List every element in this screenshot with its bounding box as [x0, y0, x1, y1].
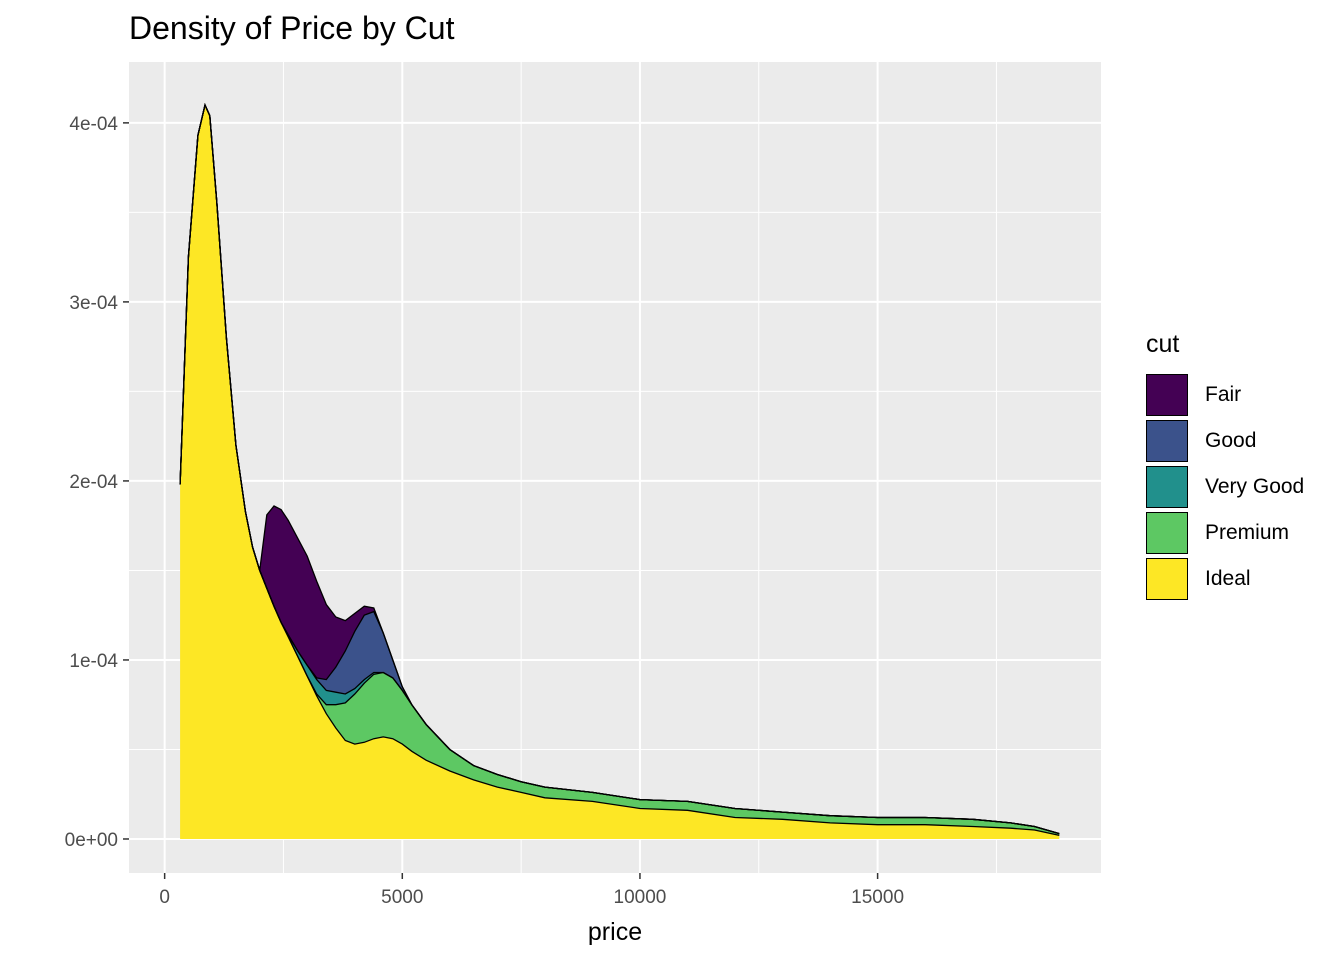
- y-tick-label: 1e-04: [69, 651, 118, 672]
- chart-title: Density of Price by Cut: [129, 10, 455, 46]
- legend-label: Fair: [1205, 383, 1242, 406]
- density-area-ideal: [180, 105, 1060, 839]
- y-axis: 0e+00 1e-04 2e-04 3e-04 4e-04: [65, 114, 129, 851]
- x-tick-label: 10000: [614, 887, 667, 908]
- legend-item-very-good: Very Good: [1146, 464, 1304, 510]
- legend-key: [1146, 420, 1188, 462]
- legend-key: [1146, 466, 1188, 508]
- legend-items: Fair Good Very Good Premium Ideal: [1146, 372, 1304, 602]
- legend-item-ideal: Ideal: [1146, 556, 1304, 602]
- legend-title: cut: [1146, 330, 1180, 358]
- x-tick-label: 0: [159, 887, 170, 908]
- legend-item-premium: Premium: [1146, 510, 1304, 556]
- x-tick-label: 15000: [851, 887, 904, 908]
- x-tick-label: 5000: [381, 887, 423, 908]
- x-axis: 0 5000 10000 15000: [159, 873, 904, 908]
- legend-item-fair: Fair: [1146, 372, 1304, 418]
- x-axis-title: price: [588, 918, 642, 946]
- legend-key: [1146, 558, 1188, 600]
- legend-key: [1146, 374, 1188, 416]
- density-areas: [179, 102, 1060, 839]
- y-tick-label: 4e-04: [69, 114, 118, 135]
- y-tick-label: 3e-04: [69, 293, 118, 314]
- y-tick-label: 2e-04: [69, 472, 118, 493]
- legend-key: [1146, 512, 1188, 554]
- density-outline-ideal: [179, 102, 1060, 837]
- legend: cut Fair Good Very Good Premium Ideal: [1146, 330, 1304, 602]
- legend-label: Very Good: [1205, 475, 1305, 498]
- legend-item-good: Good: [1146, 418, 1304, 464]
- y-tick-label: 0e+00: [65, 830, 118, 851]
- legend-label: Ideal: [1205, 567, 1251, 590]
- legend-label: Premium: [1205, 521, 1290, 544]
- legend-label: Good: [1205, 429, 1257, 452]
